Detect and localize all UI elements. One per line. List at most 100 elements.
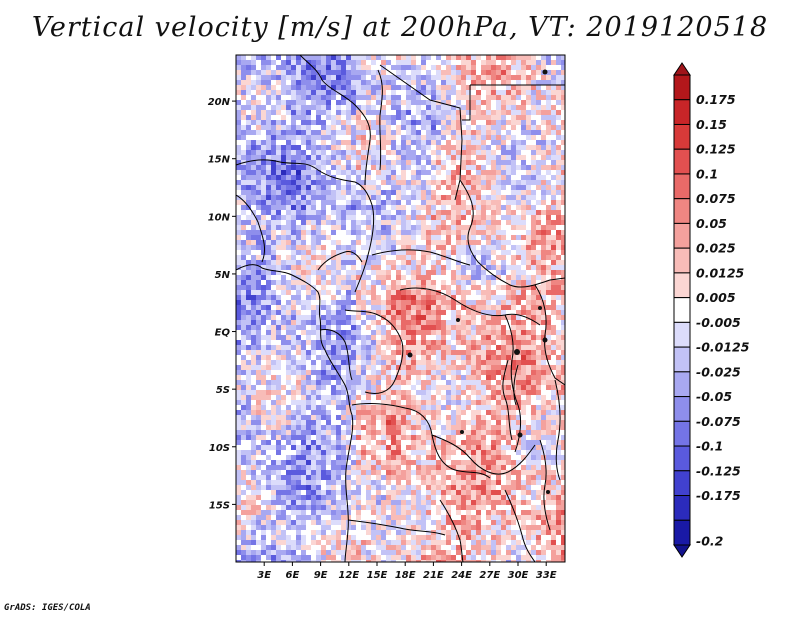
field-cell <box>381 385 387 391</box>
field-cell <box>456 390 462 396</box>
field-cell <box>546 425 552 431</box>
field-cell <box>241 85 247 91</box>
field-cell <box>541 180 547 186</box>
field-cell <box>256 195 262 201</box>
field-cell <box>401 355 407 361</box>
field-cell <box>456 110 462 116</box>
field-cell <box>561 135 565 141</box>
field-cell <box>401 370 407 376</box>
field-cell <box>536 90 542 96</box>
field-cell <box>546 370 552 376</box>
field-cell <box>366 355 372 361</box>
field-cell <box>326 375 332 381</box>
field-cell <box>446 395 452 401</box>
field-cell <box>491 375 497 381</box>
field-cell <box>461 250 467 256</box>
field-cell <box>416 120 422 126</box>
field-cell <box>551 60 557 66</box>
field-cell <box>556 100 562 106</box>
field-cell <box>466 310 472 316</box>
field-cell <box>496 235 502 241</box>
field-cell <box>311 90 317 96</box>
field-cell <box>501 90 507 96</box>
field-cell <box>476 325 482 331</box>
field-cell <box>561 180 565 186</box>
field-cell <box>381 320 387 326</box>
field-cell <box>311 220 317 226</box>
field-cell <box>246 310 252 316</box>
field-cell <box>406 60 412 66</box>
field-cell <box>341 285 347 291</box>
field-cell <box>316 160 322 166</box>
field-cell <box>296 160 302 166</box>
field-cell <box>496 190 502 196</box>
field-cell <box>331 195 337 201</box>
field-cell <box>511 360 517 366</box>
field-cell <box>296 190 302 196</box>
field-cell <box>506 380 512 386</box>
field-cell <box>251 365 257 371</box>
field-cell <box>256 200 262 206</box>
field-cell <box>441 110 447 116</box>
field-cell <box>481 190 487 196</box>
field-cell <box>541 165 547 171</box>
field-cell <box>471 345 477 351</box>
field-cell <box>526 410 532 416</box>
field-cell <box>236 100 242 106</box>
field-cell <box>406 390 412 396</box>
field-cell <box>306 260 312 266</box>
field-cell <box>396 155 402 161</box>
field-cell <box>441 95 447 101</box>
field-cell <box>241 225 247 231</box>
field-cell <box>236 380 242 386</box>
field-cell <box>426 150 432 156</box>
field-cell <box>301 120 307 126</box>
field-cell <box>351 235 357 241</box>
field-cell <box>406 410 412 416</box>
field-cell <box>531 380 537 386</box>
field-cell <box>416 240 422 246</box>
field-cell <box>366 135 372 141</box>
field-cell <box>381 280 387 286</box>
field-cell <box>416 325 422 331</box>
field-cell <box>456 350 462 356</box>
field-cell <box>346 335 352 341</box>
field-cell <box>361 345 367 351</box>
field-cell <box>306 185 312 191</box>
field-cell <box>386 135 392 141</box>
field-cell <box>276 260 282 266</box>
field-cell <box>396 150 402 156</box>
field-cell <box>401 235 407 241</box>
field-cell <box>546 290 552 296</box>
field-cell <box>356 215 362 221</box>
field-cell <box>241 145 247 151</box>
field-cell <box>256 345 262 351</box>
field-cell <box>246 75 252 81</box>
field-cell <box>311 425 317 431</box>
field-cell <box>386 255 392 261</box>
field-cell <box>251 295 257 301</box>
field-cell <box>441 285 447 291</box>
field-cell <box>276 130 282 136</box>
field-cell <box>366 330 372 336</box>
field-cell <box>291 140 297 146</box>
field-cell <box>416 260 422 266</box>
field-cell <box>276 85 282 91</box>
field-cell <box>531 310 537 316</box>
field-cell <box>286 80 292 86</box>
field-cell <box>236 175 242 181</box>
field-cell <box>366 175 372 181</box>
field-cell <box>456 360 462 366</box>
field-cell <box>251 110 257 116</box>
field-cell <box>421 145 427 151</box>
field-cell <box>486 405 492 411</box>
field-cell <box>386 260 392 266</box>
field-cell <box>301 310 307 316</box>
field-cell <box>336 415 342 421</box>
field-cell <box>396 355 402 361</box>
field-cell <box>306 410 312 416</box>
field-cell <box>526 415 532 421</box>
field-cell <box>326 90 332 96</box>
field-cell <box>491 135 497 141</box>
field-cell <box>431 355 437 361</box>
